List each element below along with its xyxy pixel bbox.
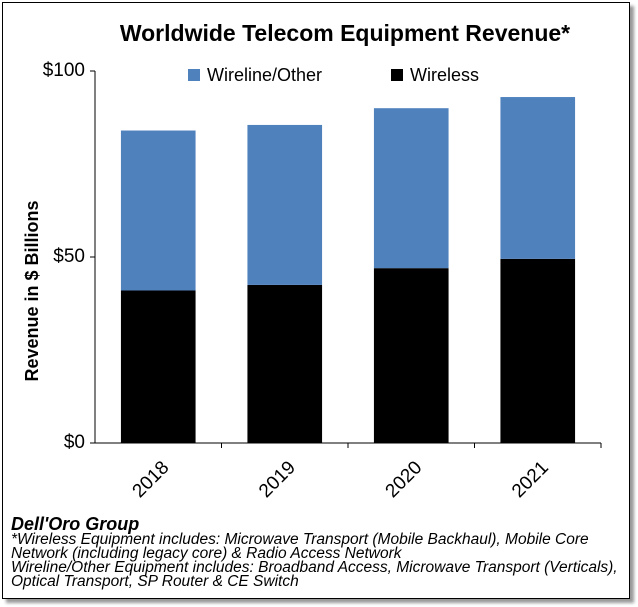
legend-label: Wireless xyxy=(410,65,479,85)
bar-segment xyxy=(500,97,576,259)
bar-segment xyxy=(247,124,323,285)
y-tick-label: $100 xyxy=(43,60,85,81)
footer: Dell'Oro Group *Wireless Equipment inclu… xyxy=(11,515,626,589)
x-tick-label: 2020 xyxy=(382,457,427,502)
source: Dell'Oro Group xyxy=(11,514,140,534)
legend-swatch xyxy=(188,69,200,81)
x-tick-label: 2019 xyxy=(255,457,300,502)
y-tick-label: $0 xyxy=(64,432,85,453)
bar-segment xyxy=(120,130,196,291)
bar-segment xyxy=(247,284,323,443)
y-tick-label: $50 xyxy=(53,246,85,267)
x-tick-label: 2018 xyxy=(129,457,174,502)
note: Wireline/Other Equipment includes: Broad… xyxy=(11,559,618,590)
legend-swatch xyxy=(391,69,403,81)
chart: Worldwide Telecom Equipment Revenue* Rev… xyxy=(22,20,602,502)
bar-segment xyxy=(500,258,576,443)
bar-segment xyxy=(120,290,196,443)
x-tick-label: 2021 xyxy=(508,457,553,502)
note: *Wireless Equipment includes: Microwave … xyxy=(11,531,589,562)
y-axis-label: Revenue in $ Billions xyxy=(22,200,42,381)
bar-segment xyxy=(373,268,449,443)
bar-segment xyxy=(373,108,449,269)
chart-frame: Worldwide Telecom Equipment Revenue* Rev… xyxy=(2,2,630,599)
chart-title: Worldwide Telecom Equipment Revenue* xyxy=(120,20,570,46)
legend-label: Wireline/Other xyxy=(207,65,322,85)
